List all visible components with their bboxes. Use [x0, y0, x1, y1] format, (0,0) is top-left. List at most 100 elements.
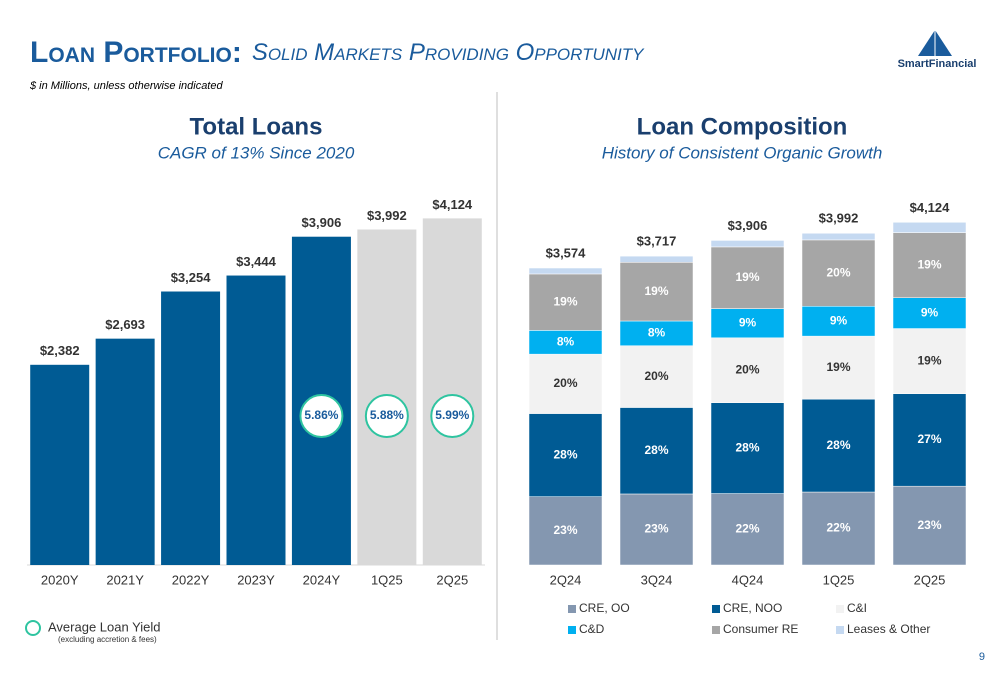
bar [30, 364, 90, 565]
slide-title: Loan Portfolio: Solid Markets Providing O… [30, 36, 645, 69]
segment-label: 23% [553, 523, 577, 537]
segment-label: 8% [557, 334, 575, 348]
segment [710, 337, 785, 403]
total-label: $3,906 [728, 218, 768, 233]
x-tick-label: 2Q25 [914, 572, 946, 587]
segment [801, 491, 876, 566]
segment [892, 297, 967, 329]
segment-label: 23% [644, 522, 668, 536]
x-tick-label: 3Q24 [641, 572, 673, 587]
segment [710, 240, 785, 248]
segment [710, 308, 785, 339]
chart-title: Total Loans [190, 113, 323, 140]
segment [892, 485, 967, 566]
legend-marker [25, 620, 41, 636]
segment [710, 493, 785, 566]
legend-label: Leases & Other [847, 622, 930, 636]
charts: Total Loans CAGR of 13% Since 2020 $2,382 2… [25, 113, 967, 644]
segment-label: 20% [553, 376, 577, 390]
segment [528, 273, 603, 331]
segment-label: 23% [917, 518, 941, 532]
legend-label: CRE, OO [579, 601, 630, 615]
segment-label: 19% [917, 257, 941, 271]
total-label: $3,574 [546, 245, 587, 260]
value-label: $4,124 [432, 197, 473, 212]
value-label: $3,444 [236, 254, 277, 269]
bar [226, 275, 286, 565]
x-tick-label: 2020Y [41, 572, 79, 587]
x-tick-label: 2024Y [303, 572, 341, 587]
x-tick-label: 2021Y [106, 572, 144, 587]
segment-label: 22% [826, 521, 850, 535]
yield-label: 5.86% [304, 408, 338, 422]
segment [619, 262, 694, 322]
chart-title: Loan Composition [637, 113, 848, 140]
segment-label: 28% [735, 440, 759, 454]
segment [710, 402, 785, 494]
yield-circle [430, 394, 475, 438]
legend-swatch [568, 626, 576, 634]
note: $ in Millions, unless otherwise indicate… [29, 80, 223, 92]
segment [801, 335, 876, 400]
title: Loan Portfolio: [30, 36, 242, 69]
total-label: $4,124 [910, 200, 951, 215]
segment-label: 9% [830, 313, 848, 327]
yield-label: 5.88% [370, 408, 404, 422]
segment-label: 19% [917, 353, 941, 367]
segment-label: 27% [917, 432, 941, 446]
legend-label: Average Loan Yield [48, 619, 161, 634]
segment-label: 19% [644, 284, 668, 298]
segment [528, 353, 603, 414]
segment [801, 398, 876, 493]
bar [422, 218, 482, 565]
segment [892, 328, 967, 394]
value-label: $2,382 [40, 343, 80, 358]
segment-label: 28% [644, 443, 668, 457]
segment-label: 22% [735, 521, 759, 535]
yield-circle [299, 394, 344, 438]
segment [710, 246, 785, 309]
segment-label: 9% [921, 305, 939, 319]
segment-label: 20% [826, 265, 850, 279]
page-number: 9 [979, 651, 985, 663]
x-tick-label: 1Q25 [371, 572, 403, 587]
segment [801, 239, 876, 307]
legend-swatch [568, 605, 576, 613]
legend-swatch [712, 605, 720, 613]
legend-label: Consumer RE [723, 622, 798, 636]
value-label: $2,693 [105, 317, 145, 332]
total-label: $3,717 [637, 234, 677, 249]
segment [528, 267, 603, 275]
x-tick-label: 2Q24 [550, 572, 582, 587]
total-label: $3,992 [819, 211, 859, 226]
segment-label: 28% [553, 447, 577, 461]
segment [619, 255, 694, 263]
value-label: $3,254 [171, 270, 212, 285]
segment-label: 28% [826, 438, 850, 452]
legend-swatch [712, 626, 720, 634]
segment-label: 20% [735, 362, 759, 376]
yield-circle [364, 394, 409, 438]
segment-label: 19% [735, 270, 759, 284]
x-tick-label: 4Q24 [732, 572, 764, 587]
bar [161, 291, 221, 565]
x-tick-label: 2022Y [172, 572, 210, 587]
legend-label: C&D [579, 622, 605, 636]
segment-label: 19% [553, 294, 577, 308]
chart-subtitle: CAGR of 13% Since 2020 [158, 143, 355, 162]
segment [892, 222, 967, 233]
x-tick-label: 1Q25 [823, 572, 855, 587]
segment [801, 233, 876, 241]
value-label: $3,906 [302, 215, 342, 230]
legend-swatch [836, 605, 844, 613]
segment-label: 8% [648, 326, 666, 340]
segment-label: 19% [826, 360, 850, 374]
legend-label: C&I [847, 601, 867, 615]
x-tick-label: 2023Y [237, 572, 275, 587]
legend-swatch [836, 626, 844, 634]
segment [892, 232, 967, 298]
logo-text: SmartFinancial [898, 58, 977, 70]
segment-label: 9% [739, 315, 757, 329]
segment [619, 320, 694, 346]
